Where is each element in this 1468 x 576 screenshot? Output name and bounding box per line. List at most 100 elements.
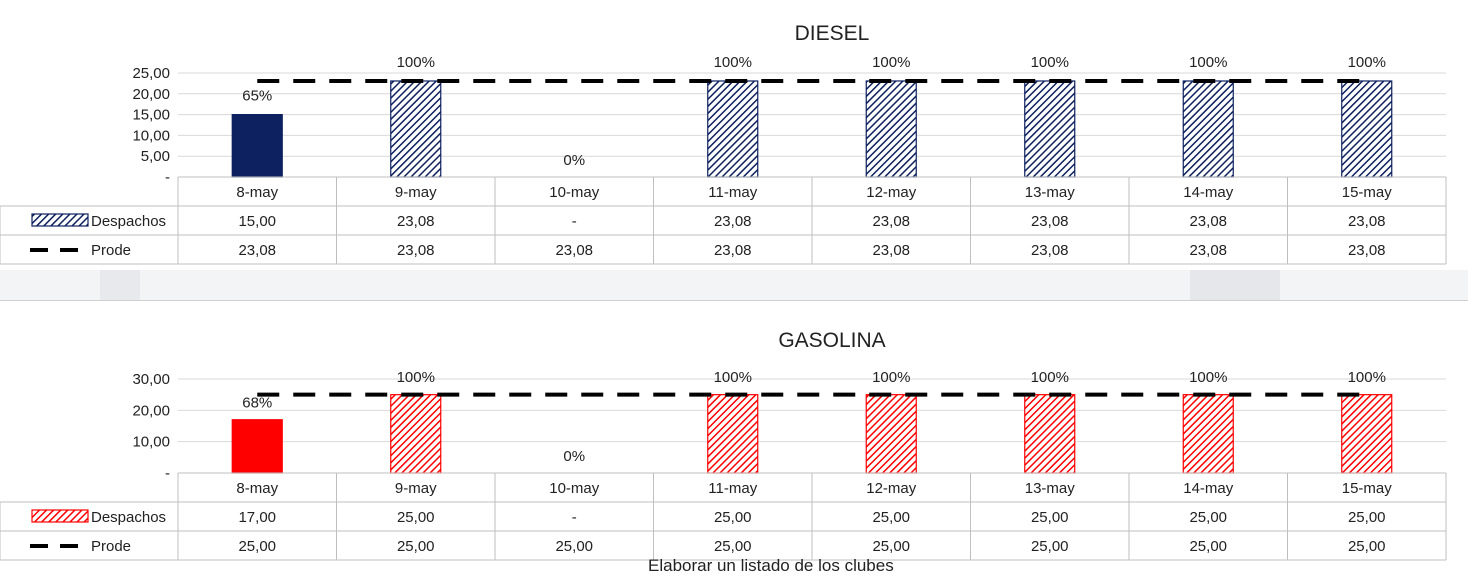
table-cell-prode: 25,00 xyxy=(555,538,593,555)
x-category-label: 12-may xyxy=(866,480,917,497)
data-label: 0% xyxy=(563,152,585,169)
table-cell-despachos: 25,00 xyxy=(397,509,435,526)
y-tick-label: 30,00 xyxy=(132,371,170,388)
y-tick-label: - xyxy=(165,169,170,186)
x-category-label: 11-may xyxy=(708,480,757,497)
x-category-label: 10-may xyxy=(549,480,600,497)
table-cell-despachos: 23,08 xyxy=(1031,213,1069,230)
x-category-label: 12-may xyxy=(866,184,917,201)
table-cell-despachos: 23,08 xyxy=(397,213,435,230)
table-cell-prode: 25,00 xyxy=(1348,538,1386,555)
legend-label-despachos: Despachos xyxy=(91,213,166,230)
table-cell-prode: 25,00 xyxy=(714,538,752,555)
table-cell-prode: 23,08 xyxy=(872,242,910,259)
data-label: 100% xyxy=(1031,369,1069,386)
diesel-chart: DIESEL 25,00 20,00 15,00 10,00 5,00 - 65% 100% 0%… xyxy=(0,22,1447,265)
table-cell-despachos: 17,00 xyxy=(238,509,276,526)
x-category-label: 9-may xyxy=(395,480,437,497)
y-tick-label: 20,00 xyxy=(132,86,170,103)
y-tick-label: - xyxy=(165,465,170,482)
table-cell-prode: 25,00 xyxy=(1031,538,1069,555)
footnote-text: Elaborar un listado de los clubes xyxy=(648,556,894,575)
legend-key-despachos xyxy=(31,213,89,227)
table-cell-despachos: 23,08 xyxy=(1189,213,1227,230)
y-tick-label: 5,00 xyxy=(141,148,170,165)
data-label: 100% xyxy=(1031,54,1069,71)
bar-despachos xyxy=(707,394,759,474)
background-strip xyxy=(0,270,1468,300)
x-category-label: 13-may xyxy=(1025,480,1076,497)
bar-despachos xyxy=(390,80,442,178)
table-cell-despachos: 25,00 xyxy=(872,509,910,526)
table-cell-prode: 25,00 xyxy=(872,538,910,555)
bar-despachos xyxy=(865,394,917,474)
table-cell-prode: 23,08 xyxy=(1189,242,1227,259)
data-label: 100% xyxy=(714,54,752,71)
table-cell-prode: 23,08 xyxy=(555,242,593,259)
y-tick-label: 10,00 xyxy=(132,434,170,451)
bar-despachos xyxy=(390,394,442,474)
data-label: 100% xyxy=(1348,54,1386,71)
table-cell-despachos: 25,00 xyxy=(1348,509,1386,526)
x-category-label: 15-may xyxy=(1342,480,1393,497)
legend-label-despachos: Despachos xyxy=(91,509,166,526)
data-label: 0% xyxy=(563,448,585,465)
gasolina-chart: GASOLINA 30,00 20,00 10,00 - 68% 100% 0% 100% 100… xyxy=(0,329,1447,561)
table-cell-despachos: 23,08 xyxy=(1348,213,1386,230)
table-cell-prode: 23,08 xyxy=(714,242,752,259)
bar-despachos xyxy=(1024,394,1076,474)
x-category-label: 10-may xyxy=(549,184,600,201)
data-label: 100% xyxy=(1189,54,1227,71)
table-cell-despachos: 23,08 xyxy=(714,213,752,230)
bar-despachos xyxy=(865,80,917,178)
table-cell-prode: 25,00 xyxy=(397,538,435,555)
data-label: 100% xyxy=(1189,369,1227,386)
x-category-label: 14-may xyxy=(1183,480,1234,497)
background-ghost xyxy=(1190,270,1280,300)
bar-despachos xyxy=(1341,80,1393,178)
table-cell-despachos: - xyxy=(572,509,577,526)
table-cell-prode: 23,08 xyxy=(1348,242,1386,259)
bar-despachos xyxy=(1182,80,1234,178)
table-cell-prode: 23,08 xyxy=(1031,242,1069,259)
table-cell-despachos: 25,00 xyxy=(1189,509,1227,526)
x-category-label: 11-may xyxy=(708,184,757,201)
table-cell-prode: 23,08 xyxy=(397,242,435,259)
chart-title: GASOLINA xyxy=(778,329,885,352)
bar-despachos xyxy=(231,419,283,474)
y-tick-label: 20,00 xyxy=(132,402,170,419)
table-cell-prode: 25,00 xyxy=(238,538,276,555)
x-category-label: 13-may xyxy=(1025,184,1076,201)
table-cell-despachos: 25,00 xyxy=(1031,509,1069,526)
bar-despachos xyxy=(1024,80,1076,178)
data-label: 68% xyxy=(242,395,272,412)
diesel-chart-panel: DIESEL 25,00 20,00 15,00 10,00 5,00 - 65% 100% 0%… xyxy=(0,0,1468,270)
x-category-label: 9-may xyxy=(395,184,437,201)
bar-despachos xyxy=(231,113,283,178)
data-label: 100% xyxy=(872,54,910,71)
background-ghost xyxy=(100,270,140,300)
data-label: 100% xyxy=(397,369,435,386)
gasolina-chart-panel: GASOLINA 30,00 20,00 10,00 - 68% 100% 0% 100% 100… xyxy=(0,300,1468,568)
y-tick-label: 15,00 xyxy=(132,107,170,124)
x-category-label: 15-may xyxy=(1342,184,1393,201)
legend-label-prode: Prode xyxy=(91,538,131,555)
data-label: 100% xyxy=(714,369,752,386)
table-cell-despachos: 15,00 xyxy=(238,213,276,230)
x-category-label: 14-may xyxy=(1183,184,1234,201)
y-tick-label: 10,00 xyxy=(132,127,170,144)
chart-title: DIESEL xyxy=(795,22,870,45)
data-label: 100% xyxy=(1348,369,1386,386)
table-cell-despachos: - xyxy=(572,213,577,230)
y-tick-label: 25,00 xyxy=(132,65,170,82)
table-cell-despachos: 23,08 xyxy=(872,213,910,230)
legend-label-prode: Prode xyxy=(91,242,131,259)
legend-key-despachos xyxy=(31,509,89,523)
x-category-label: 8-may xyxy=(236,480,278,497)
bar-despachos xyxy=(1182,394,1234,474)
bar-despachos xyxy=(1341,394,1393,474)
x-category-label: 8-may xyxy=(236,184,278,201)
table-cell-prode: 23,08 xyxy=(238,242,276,259)
data-label: 65% xyxy=(242,88,272,105)
data-label: 100% xyxy=(397,54,435,71)
